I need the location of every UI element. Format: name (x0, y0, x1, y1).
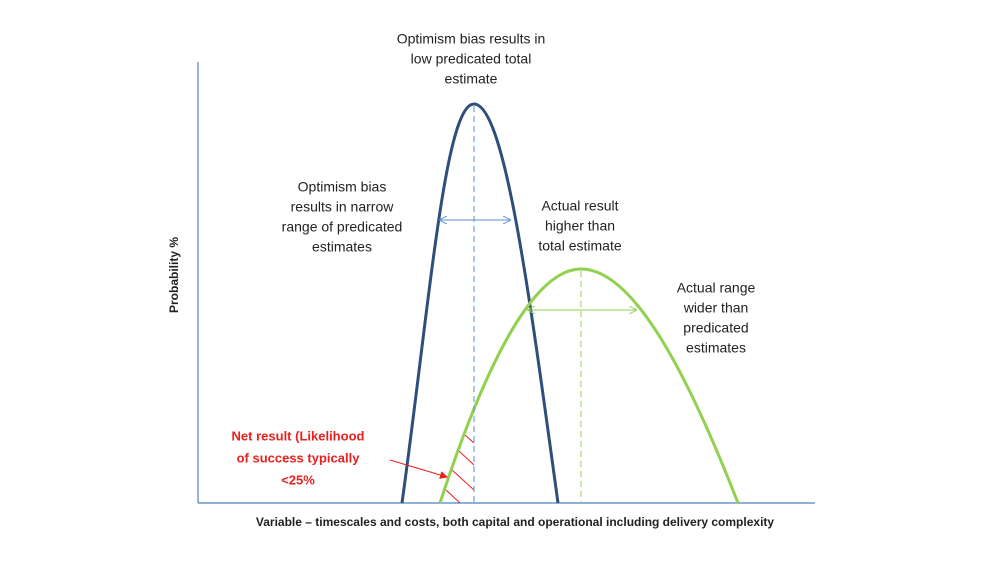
actual-curve (438, 267, 740, 504)
annotation-line: estimate (445, 71, 498, 87)
annotation-line: Net result (Likelihood (232, 428, 365, 443)
annotation-line: Optimism bias results in (397, 31, 546, 47)
annotation-line: of success typically (237, 450, 361, 465)
x-axis-label: Variable – timescales and costs, both ca… (256, 515, 774, 529)
annotation-line: estimates (312, 239, 372, 255)
net-arrow (389, 459, 448, 479)
annotation-line: low predicated total (411, 51, 532, 67)
annotation-line: <25% (281, 472, 315, 487)
annotation-line: Actual result (541, 198, 618, 214)
estimate-curve (400, 102, 560, 504)
annotation-line: higher than (545, 218, 615, 234)
annotation-line: range of predicated (282, 219, 403, 235)
annotation-line: wider than (683, 300, 749, 316)
annotation-line: Actual range (677, 280, 756, 296)
hatching (445, 434, 475, 504)
annotation-line: results in narrow (291, 199, 395, 215)
annotation-line: estimates (686, 340, 746, 356)
annotation-line: Optimism bias (298, 179, 387, 195)
annotation-line: predicated (683, 320, 748, 336)
y-axis-label: Probability % (167, 237, 181, 313)
annotation-line: total estimate (538, 238, 621, 254)
